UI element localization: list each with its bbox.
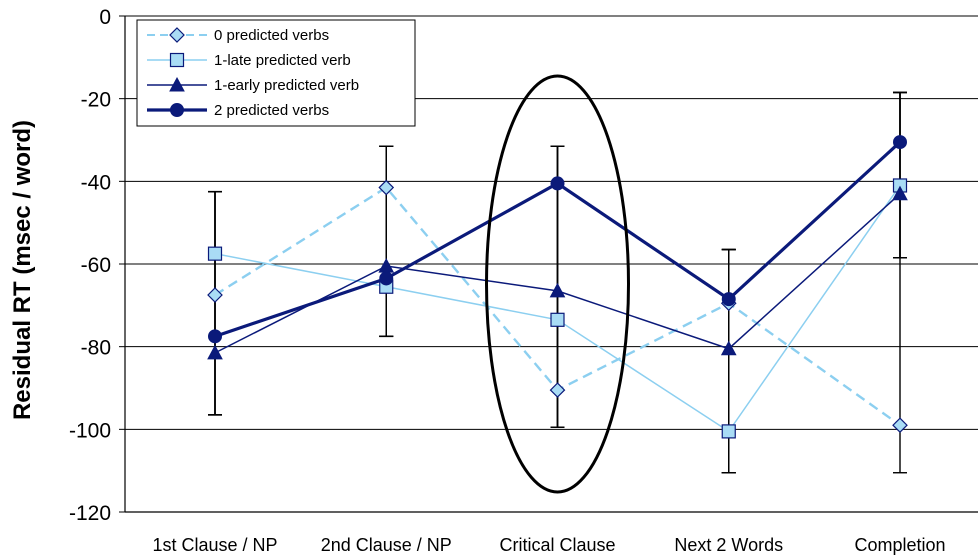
y-tick-labels: 0 -20 -40 -60 -80 -100 -120 xyxy=(69,6,111,525)
legend-marker-square xyxy=(169,52,185,68)
data-point-diamond xyxy=(207,287,223,303)
data-point-circle xyxy=(208,329,222,344)
data-point-square xyxy=(207,246,223,261)
data-point-circle xyxy=(550,176,565,191)
axes xyxy=(119,15,978,513)
y-tick-label: -80 xyxy=(81,337,111,360)
data-point-square xyxy=(550,312,565,327)
y-tick-label: -60 xyxy=(81,254,111,277)
data-point-circle xyxy=(893,135,907,150)
y-tick-label: -100 xyxy=(69,419,111,442)
x-tick-labels: 1st Clause / NP 2nd Clause / NP Critical C… xyxy=(152,535,945,555)
legend-marker-circle xyxy=(170,103,184,117)
critical-clause-highlight-ellipse xyxy=(485,74,630,494)
legend: 0 predicted verbs 1-late predicted verb 1-… xyxy=(136,19,416,127)
y-tick-label: -40 xyxy=(81,171,111,194)
data-point-triangle xyxy=(720,340,737,356)
legend-label: 0 predicted verbs xyxy=(214,27,329,44)
data-point-triangle xyxy=(892,185,908,201)
y-tick-label: 0 xyxy=(99,6,111,29)
data-point-diamond xyxy=(378,179,395,196)
y-tick-label: -20 xyxy=(81,89,111,112)
legend-label: 2 predicted verbs xyxy=(214,102,329,119)
x-tick-label: Completion xyxy=(854,535,945,555)
legend-label: 1-early predicted verb xyxy=(214,77,359,94)
y-axis-label: Residual RT (msec / word) xyxy=(9,120,36,420)
legend-marker-triangle xyxy=(169,76,185,92)
y-tick-label: -120 xyxy=(69,502,111,525)
data-point-diamond xyxy=(549,382,566,398)
data-point-square xyxy=(721,424,736,439)
data-point-triangle xyxy=(378,258,395,273)
x-tick-label: 2nd Clause / NP xyxy=(321,535,452,555)
data-point-triangle xyxy=(207,344,223,360)
data-point-triangle xyxy=(549,282,566,298)
legend-label: 1-late predicted verb xyxy=(214,52,351,69)
data-point-diamond xyxy=(892,417,908,434)
x-tick-label: Next 2 Words xyxy=(674,535,783,555)
x-tick-label: 1st Clause / NP xyxy=(152,535,277,555)
data-markers xyxy=(207,135,908,439)
data-point-circle xyxy=(379,271,394,286)
data-point-circle xyxy=(721,292,736,307)
legend-marker-diamond xyxy=(169,27,185,43)
x-tick-label: Critical Clause xyxy=(499,535,615,555)
